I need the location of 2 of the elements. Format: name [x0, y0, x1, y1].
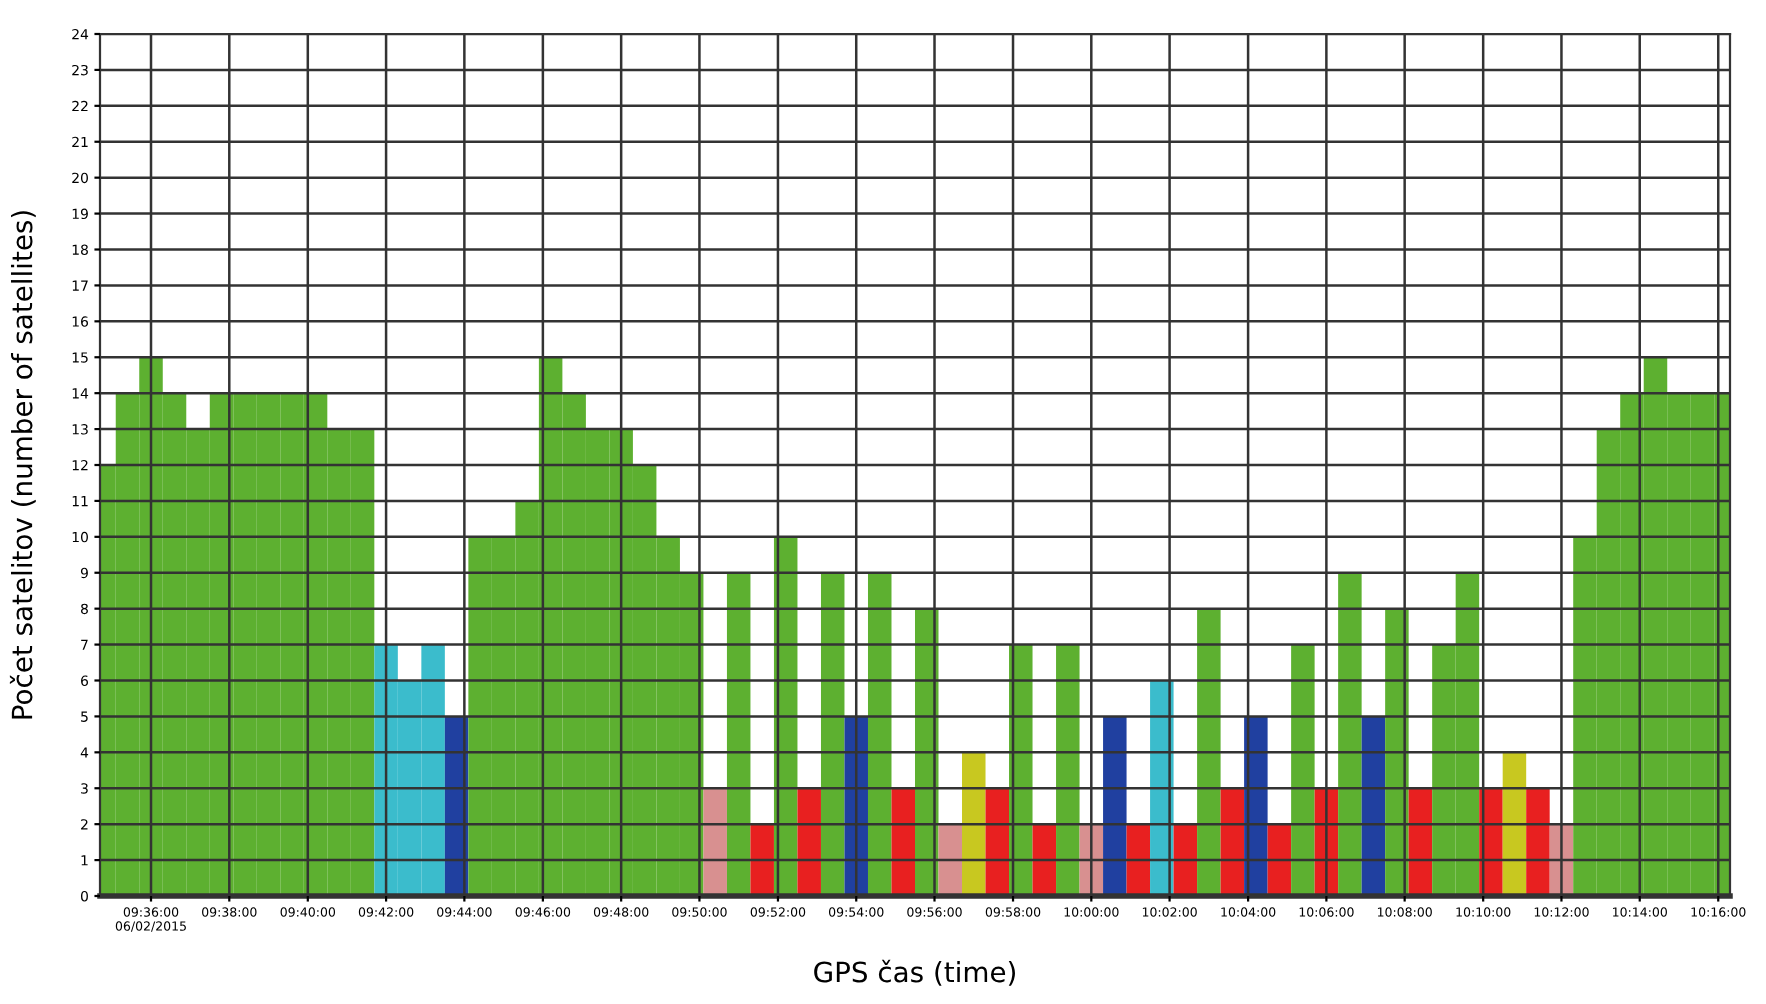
y-axis-title: Počet satelitov (number of satellites) — [9, 211, 36, 719]
x-axis-title: GPS čas (time) — [814, 959, 1015, 986]
